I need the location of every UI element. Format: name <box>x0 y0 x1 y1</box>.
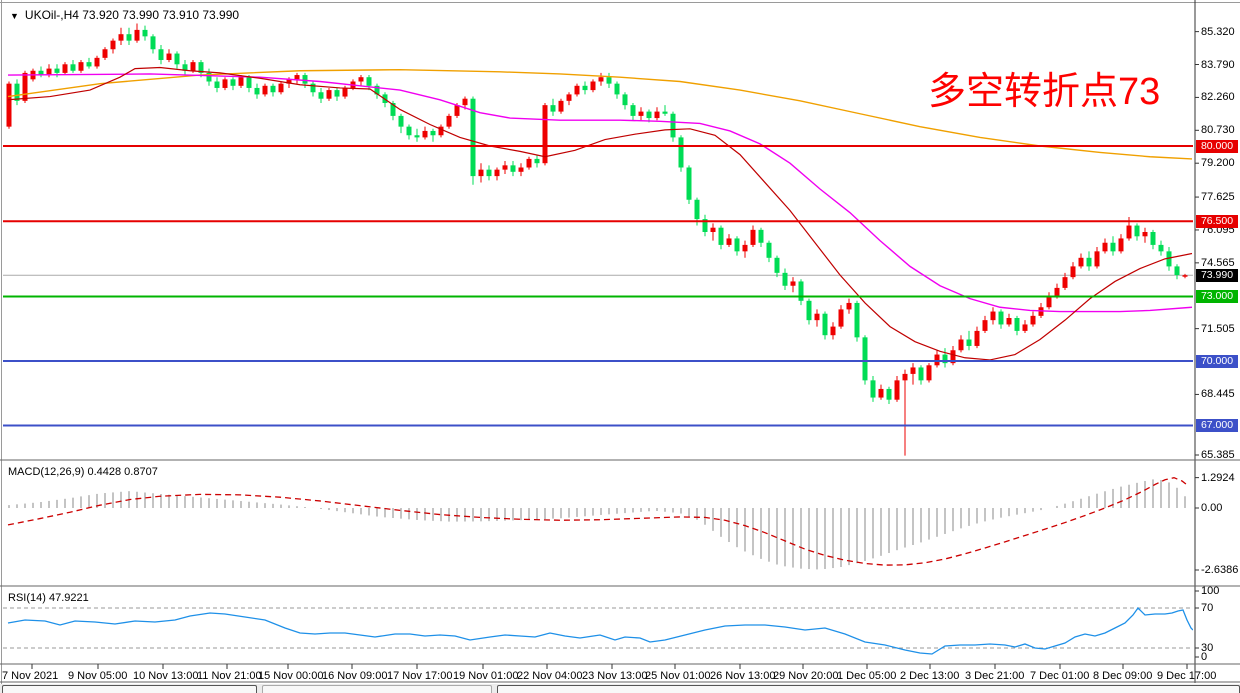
price-tag-70.000: 70.000 <box>1196 354 1238 368</box>
time-axis-label: 8 Dec 09:00 <box>1093 670 1153 682</box>
time-axis-label: 9 Dec 17:00 <box>1157 670 1217 682</box>
chart-title-text: UKOil-,H4 73.920 73.990 73.910 73.990 <box>24 8 240 22</box>
price-tag-80.000: 80.000 <box>1196 139 1238 153</box>
price-tick-label: 74.565 <box>1201 256 1235 269</box>
price-tick-label: 80.730 <box>1201 124 1235 137</box>
macd-pane[interactable] <box>7 477 1189 570</box>
time-axis-label: 10 Nov 13:00 <box>133 670 199 682</box>
macd-indicator-label: MACD(12,26,9) 0.4428 0.8707 <box>8 466 158 478</box>
time-axis-label: 11 Nov 21:00 <box>197 670 262 682</box>
chart-tabs-bar <box>0 684 1240 693</box>
rsi-indicator-label: RSI(14) 47.9221 <box>8 592 89 604</box>
price-tag-73.990: 73.990 <box>1196 268 1238 282</box>
symbol-dropdown-icon[interactable]: ▼ <box>10 11 19 21</box>
window-left-border <box>1 0 2 684</box>
time-axis-label: 17 Nov 17:00 <box>387 670 453 682</box>
annotation-text: 多空转折点73 <box>928 71 1161 113</box>
time-axis-label: 29 Nov 20:00 <box>773 670 839 682</box>
time-axis-label: 7 Nov 2021 <box>2 670 59 682</box>
price-tick-label: 71.505 <box>1201 322 1235 335</box>
time-axis-label: 15 Nov 00:00 <box>258 670 324 682</box>
rsi-tick-label: 100 <box>1201 585 1220 597</box>
time-axis-label: 9 Nov 05:00 <box>68 670 128 682</box>
macd-tick-label: 0.00 <box>1201 502 1223 514</box>
price-tick-label: 79.200 <box>1201 157 1235 170</box>
rsi-pane[interactable] <box>3 606 1193 655</box>
time-axis-label: 3 Dec 21:00 <box>965 670 1025 682</box>
time-axis-label: 25 Nov 01:00 <box>645 670 711 682</box>
price-tag-73.000: 73.000 <box>1196 290 1238 303</box>
time-axis-label: 7 Dec 01:00 <box>1030 670 1090 682</box>
chart-tab[interactable] <box>262 685 492 693</box>
window-top-border <box>0 2 1240 3</box>
time-axis-label: 22 Nov 04:00 <box>517 670 583 682</box>
price-tick-label: 65.385 <box>1201 449 1235 461</box>
time-axis-label: 2 Dec 13:00 <box>900 670 960 682</box>
rsi-tick-label: 70 <box>1201 602 1214 614</box>
macd-tick-label: 1.2924 <box>1201 471 1235 484</box>
price-tag-67.000: 67.000 <box>1196 419 1238 432</box>
time-axis-label: 19 Nov 01:00 <box>453 670 519 682</box>
chart-tab[interactable] <box>497 685 1240 693</box>
price-tick-label: 77.625 <box>1201 191 1235 204</box>
time-axis-label: 16 Nov 09:00 <box>322 670 388 682</box>
rsi-tick-label: 0 <box>1201 651 1208 663</box>
price-tag-76.500: 76.500 <box>1196 214 1238 228</box>
price-tick-label: 68.445 <box>1201 388 1235 401</box>
price-tick-label: 82.260 <box>1201 91 1235 104</box>
price-pane[interactable] <box>3 23 1193 456</box>
price-tick-label: 85.320 <box>1201 25 1235 38</box>
rsi-tick-label: 30 <box>1201 642 1214 654</box>
macd-tick-label: -2.6386 <box>1201 564 1239 576</box>
chart-title: ▼ UKOil-,H4 73.920 73.990 73.910 73.990 <box>10 8 239 22</box>
time-axis-label: 1 Dec 05:00 <box>837 670 897 682</box>
time-axis-label: 26 Nov 13:00 <box>710 670 776 682</box>
price-tick-label: 83.790 <box>1201 58 1235 71</box>
time-axis-label: 23 Nov 13:00 <box>582 670 648 682</box>
chart-tab[interactable] <box>2 685 257 693</box>
